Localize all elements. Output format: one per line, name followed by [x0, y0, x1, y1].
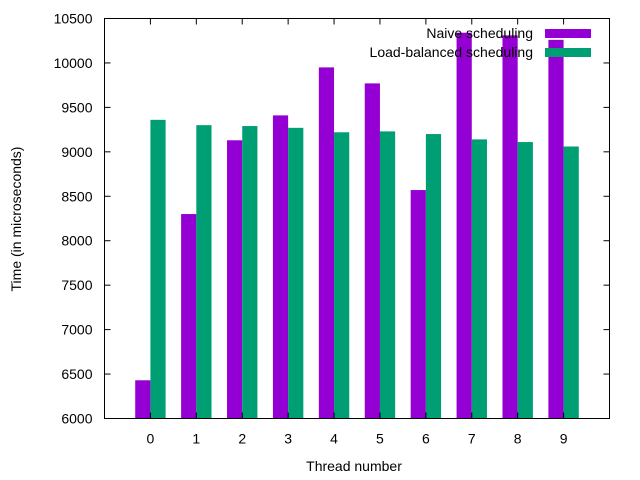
x-axis: 0 1 2 3 4 5 6 7 8 9 — [147, 18, 568, 447]
y-tick-label: 9500 — [61, 99, 92, 115]
legend: Naive scheduling Load-balanced scheduling — [370, 25, 591, 60]
bar-balanced-5 — [379, 131, 396, 419]
x-tick-label: 5 — [376, 431, 384, 447]
y-axis-title: Time (in microseconds) — [8, 147, 24, 292]
plot-frame — [104, 18, 610, 419]
y-tick-label: 6000 — [61, 411, 92, 427]
bar-balanced-4 — [334, 132, 350, 419]
y-tick-label: 7000 — [61, 322, 92, 338]
x-tick-label: 6 — [422, 431, 430, 447]
bar-naive-3 — [272, 115, 289, 419]
y-tick-label: 10500 — [54, 11, 93, 27]
y-tick-label: 7500 — [61, 277, 92, 293]
bars-layer — [135, 32, 579, 419]
y-tick-label: 8500 — [61, 188, 92, 204]
bar-naive-0 — [135, 380, 151, 419]
bar-naive-8 — [502, 35, 518, 419]
x-tick-label: 1 — [192, 431, 200, 447]
bar-naive-6 — [410, 190, 426, 419]
bar-balanced-6 — [425, 134, 442, 419]
legend-swatch-naive — [545, 29, 591, 38]
bar-balanced-8 — [517, 142, 533, 419]
bar-balanced-0 — [150, 119, 166, 419]
x-axis-title: Thread number — [306, 458, 402, 474]
y-tick-label: 9000 — [61, 144, 92, 160]
y-tick-label: 8000 — [61, 233, 92, 249]
x-tick-label: 2 — [238, 431, 246, 447]
y-axis: 6000 6500 7000 7500 8000 8500 9000 9500 10000 105… — [54, 11, 610, 427]
x-tick-label: 0 — [147, 431, 155, 447]
x-tick-label: 4 — [330, 431, 338, 447]
legend-label-balanced: Load-balanced scheduling — [370, 44, 533, 60]
x-tick-label: 3 — [284, 431, 292, 447]
bar-balanced-1 — [196, 125, 212, 419]
bar-naive-5 — [364, 83, 380, 419]
bar-naive-4 — [318, 67, 335, 419]
bar-balanced-7 — [471, 139, 487, 419]
x-tick-label: 8 — [514, 431, 522, 447]
bar-naive-2 — [227, 140, 243, 419]
bar-naive-1 — [181, 214, 197, 419]
bar-balanced-3 — [288, 127, 304, 419]
x-tick-label: 9 — [560, 431, 568, 447]
x-tick-label: 7 — [468, 431, 476, 447]
bar-naive-9 — [548, 39, 564, 419]
bar-balanced-2 — [242, 126, 258, 419]
bar-balanced-9 — [563, 146, 579, 419]
y-tick-label: 10000 — [54, 55, 93, 71]
legend-swatch-balanced — [545, 48, 591, 57]
y-tick-label: 6500 — [61, 366, 92, 382]
bar-naive-7 — [456, 32, 472, 419]
legend-label-naive: Naive scheduling — [426, 25, 533, 41]
